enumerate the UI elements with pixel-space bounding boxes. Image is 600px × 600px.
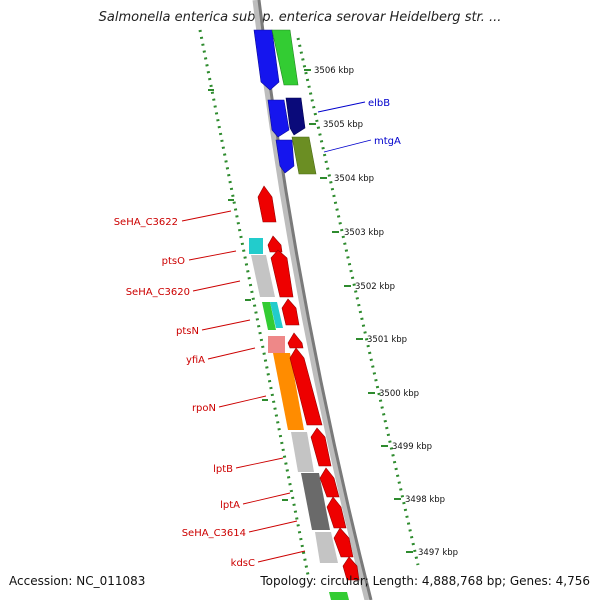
gene-feature-forward[interactable] [267, 235, 283, 253]
track-block-cyan [270, 302, 283, 328]
map-title: Salmonella enterica subsp. enterica sero… [98, 10, 502, 25]
ruler-labels: 3506 kbp 3505 kbp 3504 kbp 3503 kbp 3502… [314, 66, 458, 558]
gene-feature-forward[interactable] [281, 298, 300, 326]
leader-line [201, 319, 251, 331]
leader-line [207, 347, 256, 360]
leader-line [248, 520, 298, 533]
ruler-label: 3505 kbp [323, 120, 363, 130]
leader-line [257, 550, 306, 563]
gene-labels: elbB mtgA SeHA_C3622 ptsO SeHA_C3620 pts… [114, 98, 401, 569]
gene-label-kdsC[interactable]: kdsC [231, 558, 255, 569]
ruler-label: 3497 kbp [418, 548, 458, 558]
ruler-label: 3498 kbp [405, 495, 445, 505]
reverse-strand-features [253, 29, 306, 174]
gene-feature-reverse[interactable] [275, 139, 295, 174]
gene-label-ptsO[interactable]: ptsO [162, 256, 185, 267]
ruler-label: 3502 kbp [355, 282, 395, 292]
gene-feature-reverse[interactable] [285, 97, 306, 136]
ruler-label: 3501 kbp [367, 335, 407, 345]
gene-feature-forward[interactable] [257, 185, 277, 223]
inner-track-blocks [249, 238, 338, 563]
inner-ruler-line [198, 29, 310, 576]
leader-line [218, 395, 267, 408]
ruler-label: 3503 kbp [344, 228, 384, 238]
track-block-green [329, 592, 349, 600]
leader-line [181, 210, 232, 222]
ruler-label: 3506 kbp [314, 66, 354, 76]
gene-feature-forward[interactable] [310, 427, 332, 467]
track-block-darkgray [301, 473, 330, 530]
forward-strand-features [257, 185, 360, 581]
track-block-gray [251, 255, 275, 297]
leader-line [317, 101, 366, 113]
gene-feature-forward[interactable] [289, 347, 323, 426]
leader-line [323, 139, 372, 153]
track-block-orange [273, 353, 304, 430]
track-block-lightgray [315, 532, 338, 563]
ruler-ticks [208, 69, 413, 553]
gene-label-yfiA[interactable]: yfiA [186, 355, 205, 366]
accession-text: Accession: NC_011083 [9, 574, 146, 588]
gene-feature-forward[interactable] [333, 527, 354, 558]
leader-line [192, 280, 241, 292]
ruler-label: 3499 kbp [392, 442, 432, 452]
gene-label-lptB[interactable]: lptB [213, 464, 233, 475]
gene-label-SeHA_C3614[interactable]: SeHA_C3614 [182, 528, 246, 539]
gene-label-elbB[interactable]: elbB [368, 98, 390, 109]
ruler-label: 3504 kbp [334, 174, 374, 184]
gene-feature-forward[interactable] [287, 332, 304, 349]
label-leader-lines [181, 101, 372, 563]
track-block-green [262, 302, 276, 330]
gene-feature-reverse[interactable] [253, 29, 280, 91]
ruler-label: 3500 kbp [379, 389, 419, 399]
gene-feature-forward[interactable] [326, 496, 347, 529]
leader-line [188, 250, 237, 261]
gene-label-lptA[interactable]: lptA [220, 500, 240, 511]
leader-line [242, 492, 291, 505]
genome-summary-text: Topology: circular; Length: 4,888,768 bp… [260, 574, 590, 588]
secondary-track-features [271, 29, 349, 600]
gene-feature-forward[interactable] [270, 249, 294, 298]
gene-label-rpoN[interactable]: rpoN [192, 403, 216, 414]
gene-feature-forward[interactable] [342, 556, 360, 581]
leader-line [235, 457, 284, 469]
gene-label-SeHA_C3622[interactable]: SeHA_C3622 [114, 217, 178, 228]
gene-label-mtgA[interactable]: mtgA [374, 136, 401, 147]
track-block-lightgray [291, 432, 314, 472]
track-block-cyan [249, 238, 263, 254]
track-block-pink [268, 336, 285, 353]
track-block-olive [291, 136, 317, 175]
gene-label-ptsN[interactable]: ptsN [176, 326, 199, 337]
track-block-green [271, 29, 299, 86]
gene-label-SeHA_C3620[interactable]: SeHA_C3620 [126, 287, 190, 298]
gene-feature-forward[interactable] [319, 467, 340, 498]
gene-feature-reverse[interactable] [267, 99, 290, 138]
